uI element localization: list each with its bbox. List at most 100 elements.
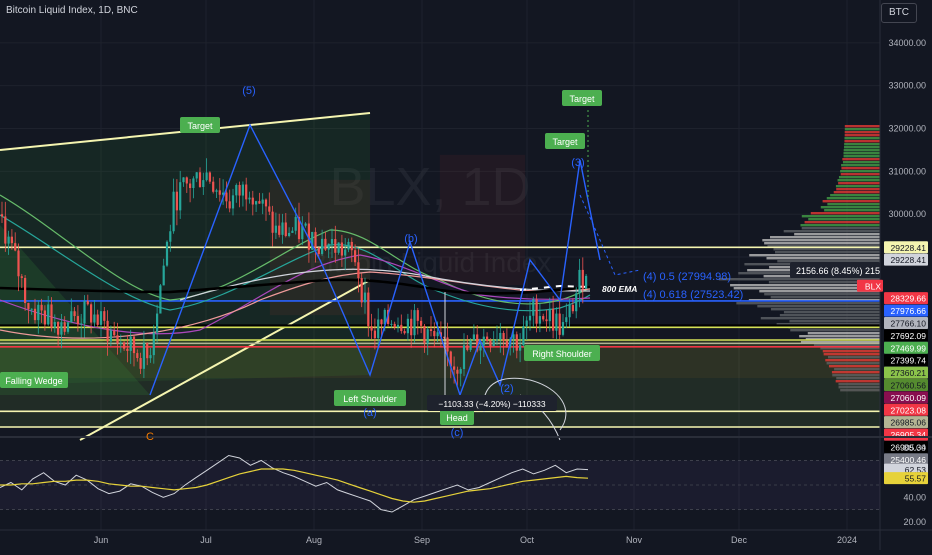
falling-wedge-text: Falling Wedge — [5, 376, 62, 386]
volume-bar — [831, 371, 880, 374]
volume-bar — [844, 146, 880, 149]
rsi-tag-bg-1 — [884, 472, 928, 485]
symbol-button[interactable]: BTC — [881, 3, 917, 23]
candle-body — [350, 241, 353, 251]
candle-body — [522, 326, 525, 346]
candle-body — [251, 197, 254, 205]
price-tick-1: 33000.00 — [888, 81, 926, 91]
candle-body — [327, 243, 330, 250]
price-tick-4: 30000.00 — [888, 209, 926, 219]
candle-body — [30, 308, 33, 310]
candle-body — [212, 181, 215, 192]
candle-body — [456, 369, 459, 374]
rsi-tag-0: 62.53 — [905, 465, 927, 475]
candle-body — [565, 317, 568, 323]
candle-body — [535, 299, 538, 324]
candle-body — [413, 310, 416, 336]
price-tag-2: BLX — [865, 281, 881, 291]
candle-body — [222, 192, 225, 195]
price-tag-bg-0 — [884, 241, 928, 254]
candle-body — [406, 318, 409, 334]
price-tag-9: 27360.21 — [891, 368, 927, 378]
candle-body — [505, 340, 508, 347]
candle-body — [241, 184, 244, 196]
candle-body — [202, 180, 205, 187]
candle-body — [360, 278, 363, 303]
candle-body — [43, 310, 46, 325]
candle-body — [337, 242, 340, 253]
candle-body — [258, 201, 261, 204]
candle-body — [334, 239, 337, 253]
time-tick-2: Aug — [306, 535, 322, 545]
candle-body — [317, 247, 320, 254]
price-tag-bg-3 — [884, 292, 928, 305]
price-tag-bg-2 — [857, 279, 883, 292]
candle-body — [472, 334, 475, 341]
candle-body — [142, 343, 145, 369]
volume-bar — [836, 188, 880, 191]
candle-body — [116, 335, 119, 344]
target-right-label-1: Target — [562, 90, 602, 106]
time-axis[interactable]: Jun Jul Aug Sep Oct Nov Dec 2024 — [94, 535, 857, 545]
candle-body — [195, 172, 198, 179]
price-range-text: 2156.66 (8.45%) 215 — [796, 266, 880, 276]
candle-body — [548, 308, 551, 322]
price-tick-0: 34000.00 — [888, 38, 926, 48]
candle-body — [370, 326, 373, 331]
candle-body — [581, 269, 584, 289]
volume-bar — [832, 374, 880, 377]
rsi-line — [0, 454, 589, 513]
price-tag-13: 26985.06 — [891, 418, 927, 428]
candle-body — [57, 322, 60, 335]
volume-bar — [764, 293, 880, 296]
candle-body — [307, 223, 310, 250]
candle-body — [93, 314, 96, 323]
candle-body — [182, 177, 185, 183]
candle-body — [443, 336, 446, 338]
price-tag-4: 27976.66 — [891, 306, 927, 316]
volume-bar — [769, 236, 880, 239]
candle-body — [383, 309, 386, 325]
candle-body — [119, 342, 122, 344]
volume-bar — [840, 389, 880, 392]
volume-bar — [766, 257, 880, 260]
candle-body — [235, 184, 238, 196]
candle-body — [532, 299, 535, 316]
price-tag-bg-16 — [884, 453, 928, 466]
candle-body — [528, 315, 532, 321]
head-label: Head — [440, 409, 474, 425]
candle-body — [367, 292, 370, 327]
volume-bar — [844, 143, 880, 146]
volume-bar — [843, 155, 880, 158]
grid-lines — [0, 0, 880, 530]
right-shoulder-label: Right Shoulder — [524, 345, 600, 361]
candle-body — [436, 332, 439, 337]
candle-body — [433, 330, 436, 337]
candle-body — [66, 322, 70, 332]
elliott-wave-line — [149, 123, 601, 398]
volume-bar — [736, 302, 880, 305]
volume-bar — [774, 251, 880, 254]
candles — [0, 158, 588, 387]
candle-body — [571, 305, 574, 312]
candle-body — [568, 305, 571, 318]
volume-bar — [833, 191, 880, 194]
candle-body — [499, 332, 502, 340]
volume-bar — [823, 353, 880, 356]
volume-bar — [841, 167, 880, 170]
candle-body — [76, 316, 79, 325]
candle-body — [261, 199, 264, 204]
ma-teal — [0, 214, 591, 312]
price-tag-bg-5 — [884, 316, 928, 329]
target-left-label: Target — [180, 117, 220, 133]
candle-body — [585, 275, 588, 289]
candle-body — [396, 324, 400, 328]
price-tag-bg-15 — [884, 440, 928, 453]
candle-body — [462, 345, 466, 370]
candle-body — [80, 323, 83, 325]
candle-body — [99, 311, 103, 325]
volume-bar — [783, 311, 880, 314]
